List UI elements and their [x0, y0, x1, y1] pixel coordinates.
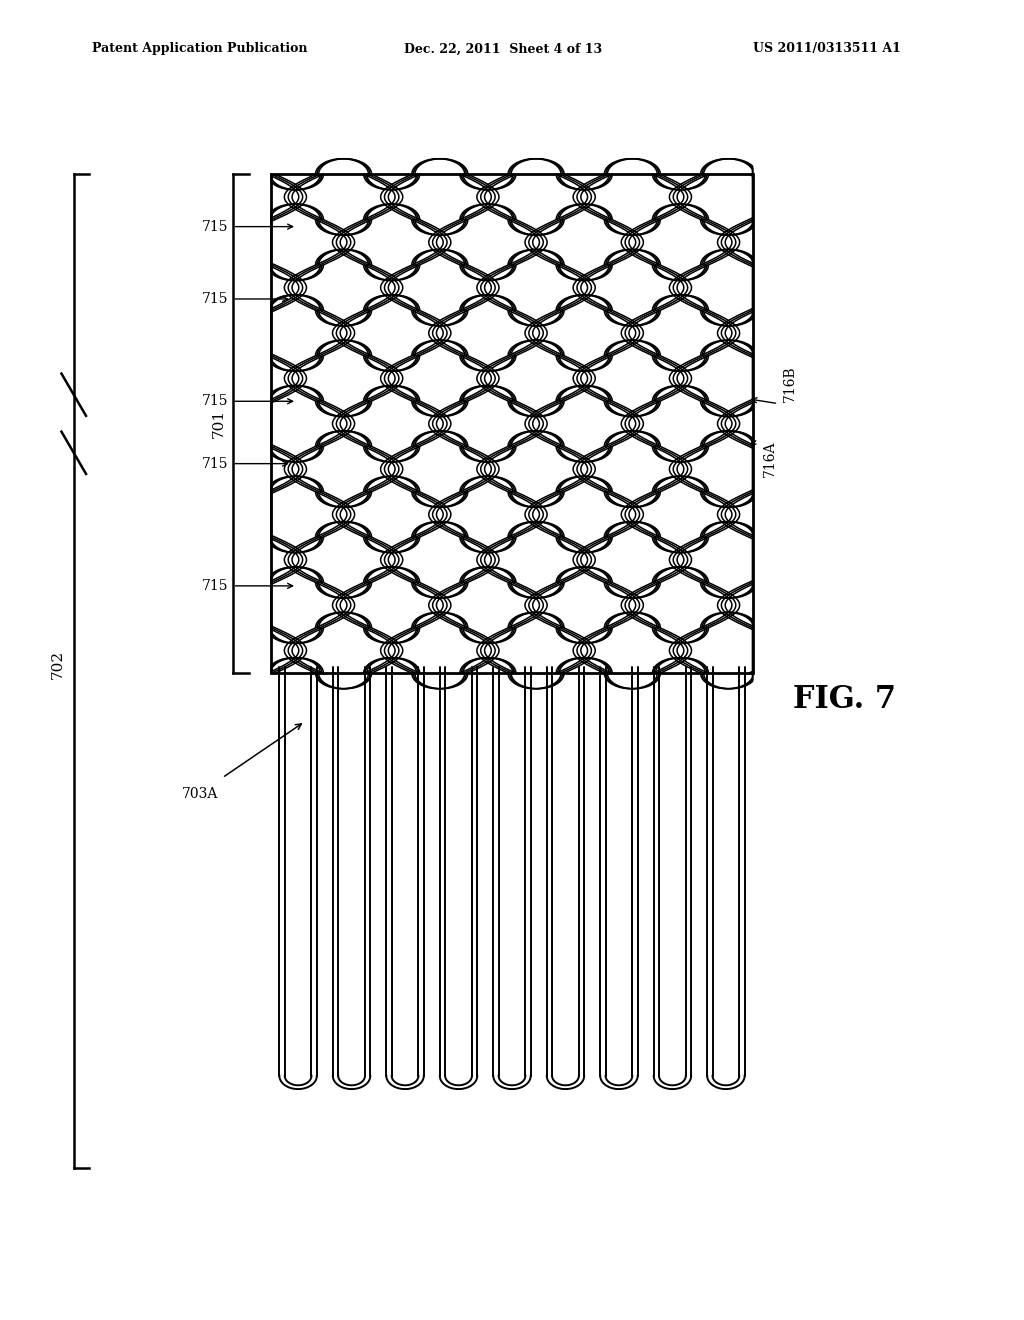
Text: Patent Application Publication: Patent Application Publication: [92, 42, 307, 55]
Text: 701: 701: [212, 409, 226, 438]
Text: 716B: 716B: [783, 366, 798, 403]
Text: US 2011/0313511 A1: US 2011/0313511 A1: [753, 42, 900, 55]
Text: Dec. 22, 2011  Sheet 4 of 13: Dec. 22, 2011 Sheet 4 of 13: [404, 42, 602, 55]
Text: 715: 715: [202, 457, 228, 471]
Text: 703A: 703A: [181, 787, 218, 801]
Text: 702: 702: [50, 649, 65, 680]
Text: 715: 715: [202, 395, 228, 408]
Bar: [271, 174, 753, 673]
Text: 715: 715: [202, 292, 228, 306]
Text: 715: 715: [202, 579, 228, 593]
Text: 716A: 716A: [763, 441, 777, 477]
Text: FIG. 7: FIG. 7: [794, 684, 896, 715]
Text: 715: 715: [202, 219, 228, 234]
